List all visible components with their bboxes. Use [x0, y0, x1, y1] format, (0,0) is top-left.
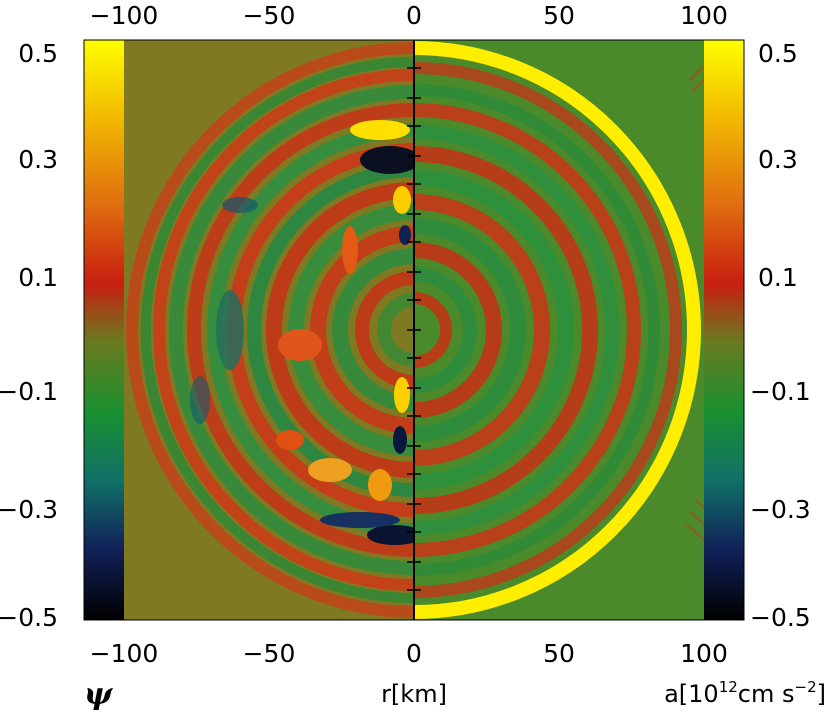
bottom-tick: 100: [680, 639, 728, 668]
bottom-tick: −50: [243, 639, 296, 668]
left-cbar-tick: 0.5: [18, 39, 58, 68]
left-colorbar: [84, 40, 124, 620]
bottom-tick: 0: [406, 639, 422, 668]
top-tick: 50: [543, 1, 575, 30]
bottom-axis-ticks: −100 −50 0 50 100: [90, 639, 728, 668]
left-cbar-tick: −0.1: [0, 377, 58, 406]
left-colorbar-ticks: 0.5 0.3 0.1 −0.1 −0.3 −0.5: [0, 39, 58, 632]
left-cbar-tick: 0.1: [18, 263, 58, 292]
bottom-tick: −100: [90, 639, 159, 668]
bottom-tick: 50: [543, 639, 575, 668]
right-panel-acceleration: [414, 40, 704, 620]
right-cbar-tick: 0.1: [758, 263, 798, 292]
right-cbar-tick: −0.3: [750, 495, 811, 524]
right-colorbar: [704, 40, 744, 620]
divider-ticks: [407, 67, 421, 591]
top-axis-ticks: −100 −50 0 50 100: [90, 1, 728, 30]
top-tick: −100: [90, 1, 159, 30]
right-colorbar-ticks: 0.5 0.3 0.1 −0.1 −0.3 −0.5: [750, 39, 811, 632]
right-cbar-tick: 0.5: [758, 39, 798, 68]
top-tick: 100: [680, 1, 728, 30]
left-panel-psi: [124, 40, 414, 620]
right-cbar-tick: −0.5: [750, 603, 811, 632]
left-cbar-tick: 0.3: [18, 145, 58, 174]
x-axis-label: r[km]: [381, 680, 447, 708]
top-tick: −50: [243, 1, 296, 30]
top-tick: 0: [406, 1, 422, 30]
left-cbar-tick: −0.3: [0, 495, 58, 524]
right-cbar-tick: −0.1: [750, 377, 811, 406]
right-cbar-tick: 0.3: [758, 145, 798, 174]
shock-front: [414, 41, 701, 619]
plot-frame: [83, 39, 745, 621]
left-cbar-tick: −0.5: [0, 603, 58, 632]
right-quantity-label: a[1012cm s−2]: [664, 678, 826, 708]
left-quantity-label: ψ: [84, 677, 114, 712]
